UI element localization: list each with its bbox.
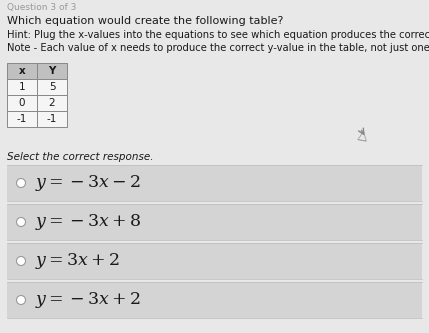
Text: Select the correct response.: Select the correct response.: [7, 152, 154, 162]
Text: △: △: [357, 128, 369, 143]
Bar: [37, 79, 67, 95]
Text: $y = 3x + 2$: $y = 3x + 2$: [35, 251, 120, 271]
Bar: [7, 111, 37, 127]
Text: Which equation would create the following table?: Which equation would create the followin…: [7, 16, 284, 26]
Text: $y = -3x + 8$: $y = -3x + 8$: [35, 212, 142, 232]
Text: 5: 5: [48, 82, 55, 92]
Bar: [7, 243, 422, 279]
Text: x: x: [18, 66, 25, 76]
Bar: [7, 95, 37, 111]
Circle shape: [16, 295, 25, 304]
Bar: [7, 165, 422, 201]
Text: Question 3 of 3: Question 3 of 3: [7, 3, 76, 12]
Text: 0: 0: [19, 98, 25, 108]
Bar: [7, 63, 37, 79]
Text: Hint: Plug the x-values into the equations to see which equation produces the co: Hint: Plug the x-values into the equatio…: [7, 30, 429, 40]
Text: -1: -1: [47, 114, 57, 124]
Text: $y = -3x + 2$: $y = -3x + 2$: [35, 290, 141, 310]
Bar: [7, 282, 422, 318]
Text: 2: 2: [48, 98, 55, 108]
Bar: [37, 63, 67, 79]
Bar: [37, 95, 67, 111]
Text: -1: -1: [17, 114, 27, 124]
Text: Y: Y: [48, 66, 56, 76]
Text: Note - Each value of x needs to produce the correct y-value in the table, not ju: Note - Each value of x needs to produce …: [7, 43, 429, 53]
Bar: [7, 79, 37, 95]
Bar: [7, 204, 422, 240]
Circle shape: [16, 256, 25, 265]
Text: 1: 1: [19, 82, 25, 92]
Text: $y = -3x - 2$: $y = -3x - 2$: [35, 173, 141, 193]
Circle shape: [16, 217, 25, 226]
Bar: [37, 111, 67, 127]
Circle shape: [16, 178, 25, 187]
